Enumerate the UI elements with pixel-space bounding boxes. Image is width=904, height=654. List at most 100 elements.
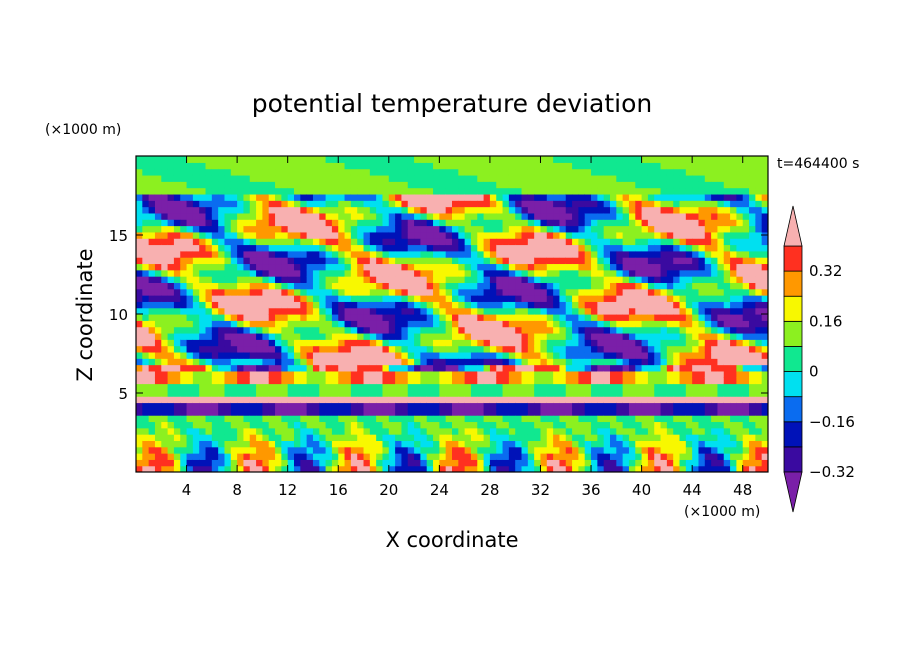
contour-cell [275, 257, 282, 265]
contour-cell [489, 231, 497, 239]
contour-cell [211, 231, 219, 239]
contour-cell [142, 345, 150, 353]
contour-cell [268, 345, 276, 353]
contour-cell [508, 358, 516, 366]
contour-cell [268, 434, 276, 441]
contour-cell [470, 402, 478, 410]
contour-cell [154, 238, 162, 246]
contour-cell [211, 377, 219, 385]
contour-cell [565, 250, 573, 258]
contour-cell [350, 301, 358, 309]
contour-cell [205, 446, 213, 454]
contour-cell [717, 181, 725, 189]
contour-cell [572, 383, 579, 391]
contour-cell [154, 408, 162, 416]
contour-cell [173, 307, 181, 315]
contour-cell [496, 307, 504, 315]
contour-cell [546, 326, 554, 334]
contour-cell [395, 345, 403, 353]
contour-cell [262, 364, 270, 372]
contour-cell [369, 351, 377, 359]
contour-cell [584, 238, 592, 246]
contour-cell [350, 377, 358, 385]
contour-cell [350, 453, 358, 460]
contour-cell [211, 320, 219, 328]
contour-cell [414, 250, 421, 258]
contour-cell [154, 427, 162, 435]
contour-cell [357, 219, 365, 227]
contour-cell [616, 459, 624, 467]
contour-cell [350, 231, 358, 239]
contour-cell [218, 206, 226, 214]
contour-cell [521, 383, 529, 391]
contour-cell [730, 453, 737, 460]
contour-cell [565, 187, 573, 195]
contour-cell [470, 421, 478, 429]
contour-cell [704, 453, 712, 460]
contour-cell [527, 206, 535, 214]
contour-cell [275, 320, 282, 328]
contour-cell [388, 345, 396, 353]
contour-cell [224, 181, 232, 189]
contour-cell [199, 156, 207, 163]
contour-cell [470, 326, 478, 334]
contour-cell [306, 415, 314, 423]
contour-cell [357, 156, 365, 163]
contour-cell [401, 427, 409, 435]
contour-cell [136, 465, 143, 472]
contour-cell [622, 174, 630, 182]
contour-cell [199, 301, 207, 309]
contour-cell [711, 156, 719, 163]
contour-cell [369, 383, 377, 391]
contour-cell [527, 250, 535, 258]
contour-cell [711, 389, 719, 397]
contour-cell [224, 415, 232, 423]
contour-cell [527, 446, 535, 454]
contour-cell [445, 231, 453, 239]
contour-cell [470, 269, 478, 277]
contour-cell [249, 282, 257, 290]
contour-cell [325, 427, 333, 435]
contour-cell [749, 421, 756, 429]
contour-cell [470, 288, 478, 296]
contour-cell [685, 440, 693, 448]
contour-cell [268, 200, 276, 208]
contour-cell [180, 168, 188, 176]
contour-cell [622, 402, 630, 410]
contour-cell [610, 288, 617, 296]
contour-cell [426, 326, 434, 334]
contour-cell [414, 168, 421, 176]
contour-cell [540, 162, 548, 170]
contour-cell [363, 187, 371, 195]
contour-cell [761, 219, 768, 227]
contour-cell [357, 206, 365, 214]
contour-cell [692, 168, 700, 176]
contour-cell [464, 206, 472, 214]
contour-cell [527, 440, 535, 448]
contour-cell [388, 225, 396, 233]
contour-cell [464, 345, 472, 353]
contour-cell [553, 314, 561, 321]
contour-cell [610, 206, 617, 214]
contour-cell [363, 307, 371, 315]
contour-cell [180, 181, 188, 189]
contour-cell [660, 276, 668, 283]
contour-cell [698, 320, 706, 328]
contour-cell [698, 351, 706, 359]
contour-cell [281, 339, 289, 347]
contour-cell [357, 250, 365, 258]
contour-cell [742, 377, 750, 385]
contour-cell [331, 257, 339, 265]
contour-cell [685, 332, 693, 340]
contour-cell [350, 162, 358, 170]
contour-cell [565, 345, 573, 353]
contour-cell [578, 174, 586, 182]
contour-cell [395, 364, 403, 372]
contour-cell [192, 465, 200, 472]
contour-cell [281, 219, 289, 227]
contour-cell [407, 174, 415, 182]
contour-cell [730, 415, 737, 423]
contour-cell [224, 427, 232, 435]
contour-cell [660, 415, 668, 423]
contour-cell [622, 339, 630, 347]
